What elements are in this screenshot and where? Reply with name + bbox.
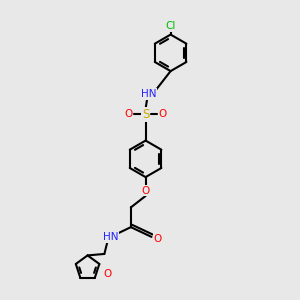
Text: HN: HN — [141, 89, 156, 99]
Text: O: O — [142, 186, 150, 196]
Text: HN: HN — [103, 232, 118, 242]
Text: O: O — [154, 234, 162, 244]
Text: Cl: Cl — [165, 21, 176, 31]
Text: O: O — [103, 269, 112, 279]
Text: O: O — [158, 109, 167, 119]
Text: S: S — [142, 108, 149, 121]
Text: O: O — [124, 109, 133, 119]
